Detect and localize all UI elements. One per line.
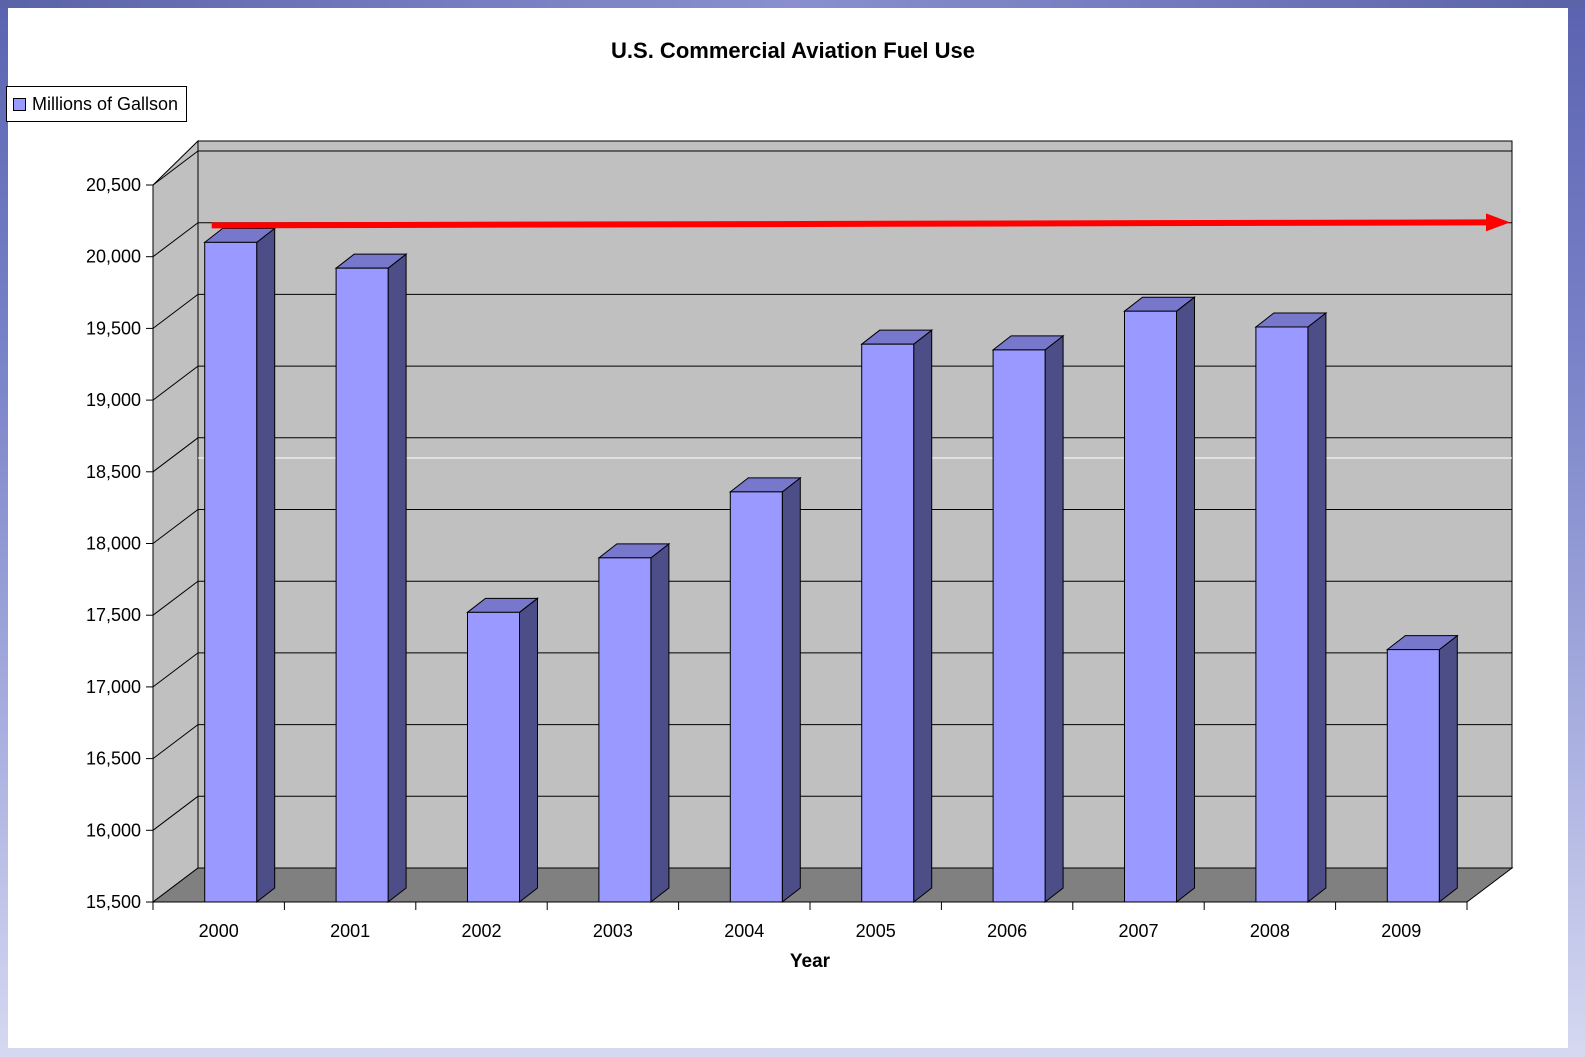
x-tick-label: 2002 (461, 921, 501, 941)
y-tick-label: 18,500 (86, 462, 141, 482)
y-tick-label: 19,000 (86, 390, 141, 410)
y-tick-label: 17,500 (86, 605, 141, 625)
gridline (152, 293, 1512, 329)
x-tick-label: 2007 (1118, 921, 1158, 941)
y-tick-label: 20,000 (86, 247, 141, 267)
y-tick-label: 18,000 (86, 534, 141, 554)
chart-title: U.S. Commercial Aviation Fuel Use (611, 38, 975, 63)
y-tick-label: 17,000 (86, 677, 141, 697)
x-tick-label: 2008 (1250, 921, 1290, 941)
x-axis-title: Year (790, 951, 831, 972)
window-top-strip (0, 0, 1585, 8)
bar (335, 267, 389, 903)
chart-area: U.S. Commercial Aviation Fuel Use 15,500… (6, 8, 1568, 1048)
gridline (152, 509, 1512, 544)
legend-label: Millions of Gallson (32, 93, 179, 114)
bar (1386, 649, 1440, 903)
legend-swatch (13, 97, 26, 111)
x-tick-label: 2009 (1381, 921, 1421, 941)
x-tick-label: 2006 (987, 921, 1027, 941)
gridline (152, 580, 1512, 616)
bar (1124, 310, 1177, 903)
bar (861, 343, 915, 903)
gridline (152, 724, 1512, 759)
x-tick-label: 2004 (724, 921, 764, 941)
bar (992, 349, 1046, 903)
y-tick-label: 19,500 (86, 318, 141, 338)
x-tick-label: 2000 (199, 921, 239, 941)
side-wall (152, 139, 199, 904)
y-tick-label: 15,500 (86, 892, 141, 912)
bar-side (781, 476, 801, 904)
x-tick-label: 2003 (593, 921, 633, 941)
bar-side (1176, 296, 1195, 904)
legend: Millions of Gallson (6, 86, 188, 122)
bar-side (913, 329, 933, 904)
trend-arrow-head (1486, 213, 1510, 232)
bar (729, 491, 783, 903)
plot-area: 15,500 16,000 16,500 17,000 17,500 18,000 18,5… (86, 139, 1514, 941)
bar-side (650, 542, 670, 904)
y-tick-label: 16,000 (86, 820, 141, 840)
bar-side (256, 227, 276, 904)
gridline (152, 150, 1512, 186)
chart-svg: U.S. Commercial Aviation Fuel Use 15,500… (86, 38, 1514, 972)
gridline (152, 437, 1512, 473)
bar (598, 557, 652, 903)
bar (204, 241, 258, 903)
x-tick-label: 2005 (856, 921, 896, 941)
gridline (152, 365, 1512, 401)
bar (467, 611, 520, 903)
bar-side (519, 597, 538, 904)
y-tick-label: 16,500 (86, 749, 141, 769)
bar-side (387, 253, 407, 904)
bar-side (1307, 311, 1327, 904)
gridline (152, 652, 1512, 688)
trend-arrow-line (211, 219, 1491, 229)
gridline (152, 795, 1512, 831)
bar-side (1438, 634, 1458, 904)
bar-side (1044, 334, 1064, 904)
bar (1255, 326, 1309, 903)
x-tick-label: 2001 (330, 921, 370, 941)
y-tick-label: 20,500 (86, 175, 141, 195)
